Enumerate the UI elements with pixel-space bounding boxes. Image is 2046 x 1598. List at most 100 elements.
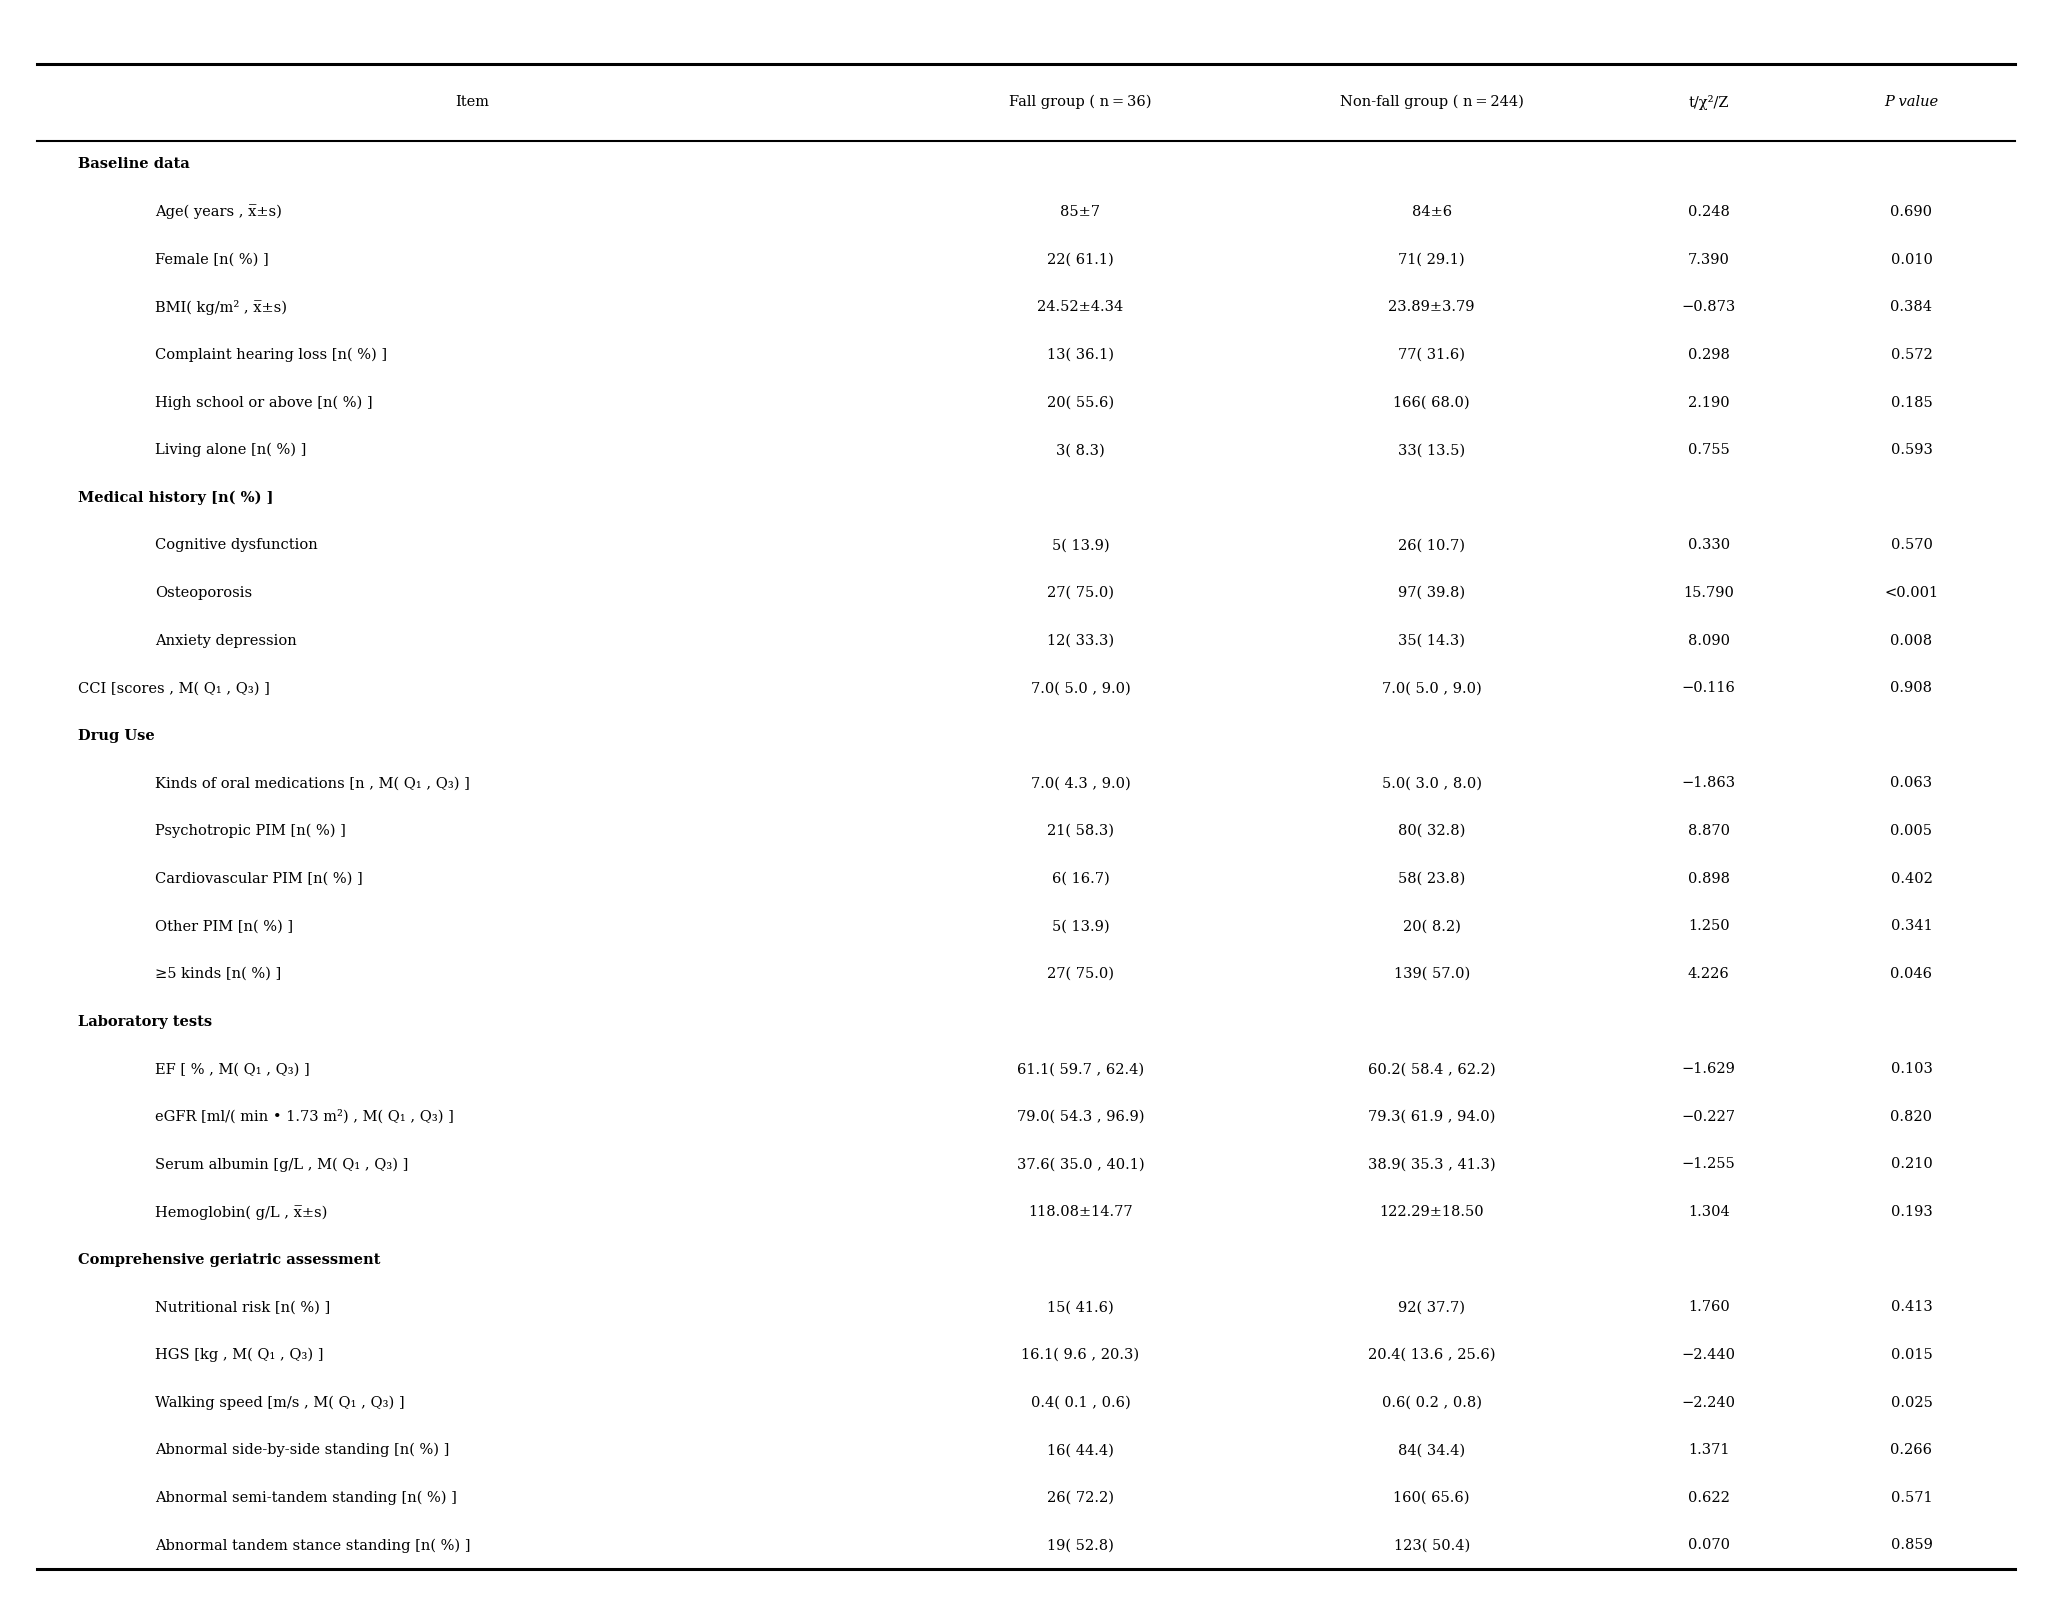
Text: 38.9( 35.3 , 41.3): 38.9( 35.3 , 41.3) [1369, 1157, 1496, 1171]
Text: 0.193: 0.193 [1891, 1205, 1931, 1219]
Text: 21( 58.3): 21( 58.3) [1048, 825, 1113, 837]
Text: Age( years , x̅±s): Age( years , x̅±s) [155, 205, 282, 219]
Text: Abnormal side-by-side standing [n( %) ]: Abnormal side-by-side standing [n( %) ] [155, 1443, 450, 1457]
Text: 6( 16.7): 6( 16.7) [1052, 873, 1109, 885]
Text: 0.690: 0.690 [1891, 205, 1931, 219]
Text: −2.240: −2.240 [1682, 1395, 1735, 1409]
Text: 7.0( 5.0 , 9.0): 7.0( 5.0 , 9.0) [1381, 681, 1481, 695]
Text: 0.4( 0.1 , 0.6): 0.4( 0.1 , 0.6) [1031, 1395, 1129, 1409]
Text: 4.226: 4.226 [1688, 967, 1729, 981]
Text: 0.593: 0.593 [1891, 443, 1931, 457]
Text: 5( 13.9): 5( 13.9) [1052, 919, 1109, 933]
Text: 12( 33.3): 12( 33.3) [1048, 634, 1113, 647]
Text: 0.063: 0.063 [1891, 777, 1933, 791]
Text: 0.210: 0.210 [1891, 1157, 1931, 1171]
Text: 26( 10.7): 26( 10.7) [1397, 539, 1465, 553]
Text: 7.390: 7.390 [1688, 252, 1729, 267]
Text: 27( 75.0): 27( 75.0) [1048, 967, 1113, 981]
Text: Drug Use: Drug Use [78, 729, 155, 743]
Text: 0.384: 0.384 [1891, 300, 1931, 315]
Text: 0.6( 0.2 , 0.8): 0.6( 0.2 , 0.8) [1381, 1395, 1481, 1409]
Text: −1.629: −1.629 [1682, 1063, 1735, 1075]
Text: Item: Item [454, 96, 489, 109]
Text: Female [n( %) ]: Female [n( %) ] [155, 252, 270, 267]
Text: Osteoporosis: Osteoporosis [155, 586, 252, 599]
Text: 60.2( 58.4 , 62.2): 60.2( 58.4 , 62.2) [1369, 1063, 1496, 1075]
Text: 0.622: 0.622 [1688, 1491, 1729, 1505]
Text: Abnormal tandem stance standing [n( %) ]: Abnormal tandem stance standing [n( %) ] [155, 1539, 471, 1553]
Text: 79.0( 54.3 , 96.9): 79.0( 54.3 , 96.9) [1017, 1111, 1144, 1123]
Text: Comprehensive geriatric assessment: Comprehensive geriatric assessment [78, 1253, 381, 1267]
Text: 85±7: 85±7 [1060, 205, 1101, 219]
Text: 7.0( 4.3 , 9.0): 7.0( 4.3 , 9.0) [1031, 777, 1129, 791]
Text: 0.266: 0.266 [1891, 1443, 1931, 1457]
Text: 0.908: 0.908 [1891, 681, 1931, 695]
Text: 16.1( 9.6 , 20.3): 16.1( 9.6 , 20.3) [1021, 1349, 1140, 1361]
Text: 1.760: 1.760 [1688, 1301, 1729, 1314]
Text: 0.008: 0.008 [1891, 634, 1933, 647]
Text: ≥5 kinds [n( %) ]: ≥5 kinds [n( %) ] [155, 967, 282, 981]
Text: P value: P value [1884, 96, 1938, 109]
Text: 139( 57.0): 139( 57.0) [1393, 967, 1469, 981]
Text: Abnormal semi-tandem standing [n( %) ]: Abnormal semi-tandem standing [n( %) ] [155, 1491, 458, 1505]
Text: Kinds of oral medications [n , M( Q₁ , Q₃) ]: Kinds of oral medications [n , M( Q₁ , Q… [155, 777, 471, 791]
Text: 0.402: 0.402 [1891, 873, 1931, 885]
Text: 24.52±4.34: 24.52±4.34 [1037, 300, 1123, 315]
Text: −0.116: −0.116 [1682, 681, 1735, 695]
Text: Anxiety depression: Anxiety depression [155, 634, 297, 647]
Text: 166( 68.0): 166( 68.0) [1393, 396, 1469, 409]
Text: HGS [kg , M( Q₁ , Q₃) ]: HGS [kg , M( Q₁ , Q₃) ] [155, 1347, 323, 1361]
Text: 7.0( 5.0 , 9.0): 7.0( 5.0 , 9.0) [1031, 681, 1129, 695]
Text: 15( 41.6): 15( 41.6) [1048, 1301, 1113, 1314]
Text: 92( 37.7): 92( 37.7) [1397, 1301, 1465, 1314]
Text: Nutritional risk [n( %) ]: Nutritional risk [n( %) ] [155, 1301, 331, 1314]
Text: 0.185: 0.185 [1891, 396, 1931, 409]
Text: Cognitive dysfunction: Cognitive dysfunction [155, 539, 319, 553]
Text: 5( 13.9): 5( 13.9) [1052, 539, 1109, 553]
Text: Complaint hearing loss [n( %) ]: Complaint hearing loss [n( %) ] [155, 348, 387, 363]
Text: 33( 13.5): 33( 13.5) [1397, 443, 1465, 457]
Text: 0.570: 0.570 [1891, 539, 1931, 553]
Text: 123( 50.4): 123( 50.4) [1393, 1539, 1469, 1552]
Text: 3( 8.3): 3( 8.3) [1056, 443, 1105, 457]
Text: 80( 32.8): 80( 32.8) [1397, 825, 1465, 837]
Text: Cardiovascular PIM [n( %) ]: Cardiovascular PIM [n( %) ] [155, 873, 364, 885]
Text: t/χ²/Z: t/χ²/Z [1688, 94, 1729, 110]
Text: 0.572: 0.572 [1891, 348, 1931, 361]
Text: 58( 23.8): 58( 23.8) [1397, 873, 1465, 885]
Text: 20.4( 13.6 , 25.6): 20.4( 13.6 , 25.6) [1369, 1349, 1496, 1361]
Text: 0.005: 0.005 [1891, 825, 1931, 837]
Text: 20( 55.6): 20( 55.6) [1048, 396, 1113, 409]
Text: Fall group ( n = 36): Fall group ( n = 36) [1009, 94, 1152, 110]
Text: 0.046: 0.046 [1891, 967, 1931, 981]
Text: 84( 34.4): 84( 34.4) [1397, 1443, 1465, 1457]
Text: 0.010: 0.010 [1891, 252, 1931, 267]
Text: 84±6: 84±6 [1412, 205, 1453, 219]
Text: Hemoglobin( g/L , x̅±s): Hemoglobin( g/L , x̅±s) [155, 1205, 327, 1219]
Text: 0.755: 0.755 [1688, 443, 1729, 457]
Text: <0.001: <0.001 [1884, 586, 1938, 599]
Text: 0.248: 0.248 [1688, 205, 1729, 219]
Text: EF [ % , M( Q₁ , Q₃) ]: EF [ % , M( Q₁ , Q₃) ] [155, 1063, 311, 1075]
Text: 0.025: 0.025 [1891, 1395, 1931, 1409]
Text: 122.29±18.50: 122.29±18.50 [1379, 1205, 1483, 1219]
Text: 2.190: 2.190 [1688, 396, 1729, 409]
Text: 0.103: 0.103 [1891, 1063, 1931, 1075]
Text: 22( 61.1): 22( 61.1) [1048, 252, 1113, 267]
Text: −1.255: −1.255 [1682, 1157, 1735, 1171]
Text: −1.863: −1.863 [1682, 777, 1735, 791]
Text: 0.413: 0.413 [1891, 1301, 1931, 1314]
Text: Laboratory tests: Laboratory tests [78, 1015, 213, 1029]
Text: 26( 72.2): 26( 72.2) [1048, 1491, 1113, 1505]
Text: 160( 65.6): 160( 65.6) [1393, 1491, 1469, 1505]
Text: 1.371: 1.371 [1688, 1443, 1729, 1457]
Text: 0.571: 0.571 [1891, 1491, 1931, 1505]
Text: 37.6( 35.0 , 40.1): 37.6( 35.0 , 40.1) [1017, 1157, 1144, 1171]
Text: 0.859: 0.859 [1891, 1539, 1931, 1552]
Text: CCI [scores , M( Q₁ , Q₃) ]: CCI [scores , M( Q₁ , Q₃) ] [78, 681, 270, 695]
Text: 1.304: 1.304 [1688, 1205, 1729, 1219]
Text: Baseline data: Baseline data [78, 158, 190, 171]
Text: 0.015: 0.015 [1891, 1349, 1931, 1361]
Text: 5.0( 3.0 , 8.0): 5.0( 3.0 , 8.0) [1381, 777, 1481, 791]
Text: 71( 29.1): 71( 29.1) [1397, 252, 1465, 267]
